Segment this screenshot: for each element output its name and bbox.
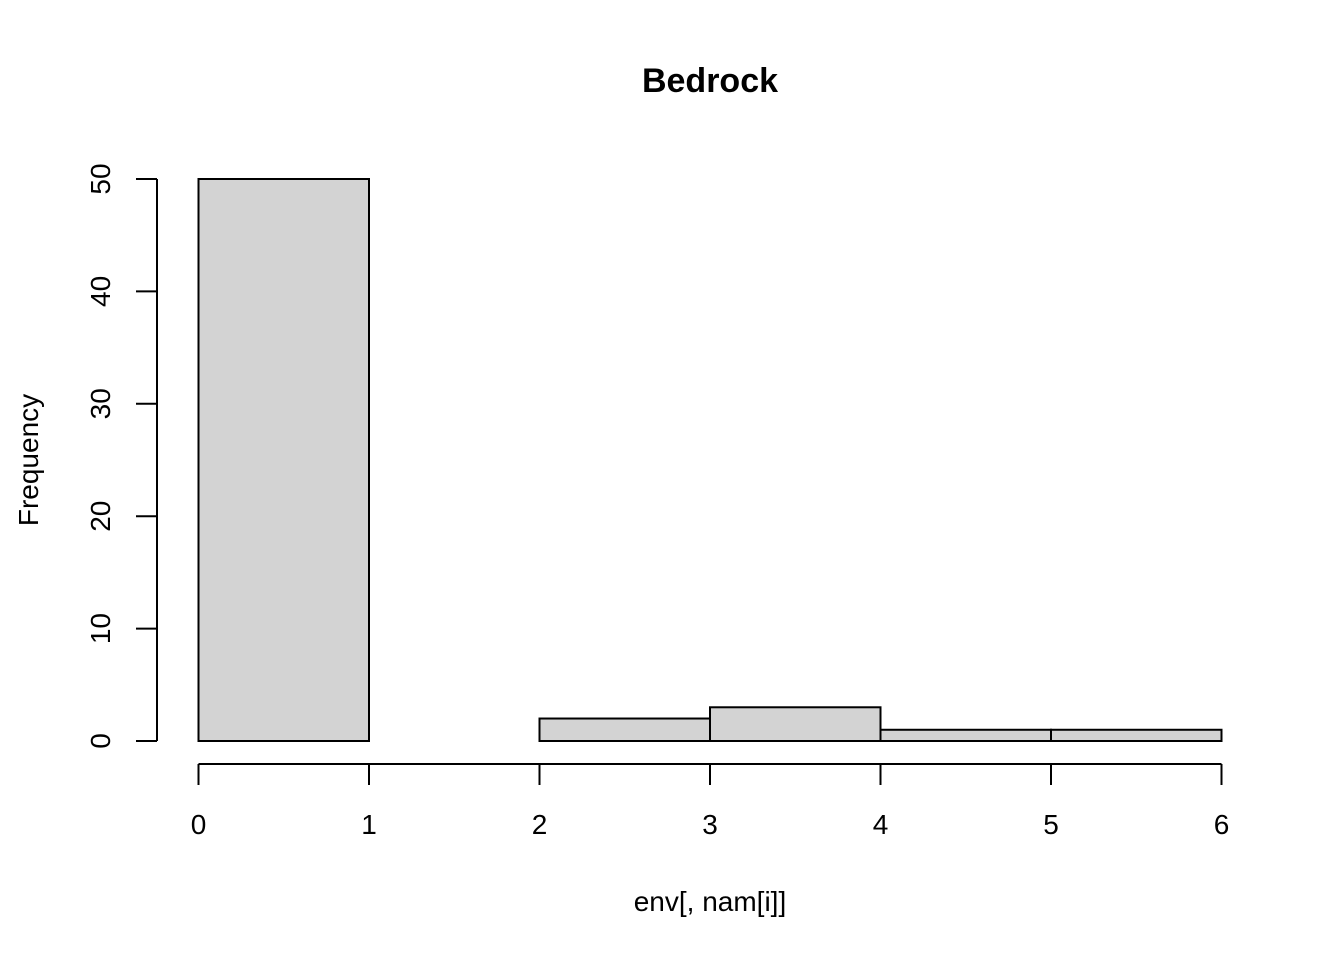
bars-group bbox=[197, 178, 1223, 743]
chart-title: Bedrock bbox=[642, 62, 778, 100]
x-axis: 0 1 2 3 4 5 6 bbox=[191, 763, 1230, 840]
x-tick-label-5: 5 bbox=[1043, 809, 1059, 840]
y-axis-label: Frequency bbox=[13, 394, 44, 526]
y-tick-label-0: 0 bbox=[85, 733, 116, 749]
x-tick-label-3: 3 bbox=[702, 809, 718, 840]
y-tick-label-1: 10 bbox=[85, 613, 116, 644]
y-tick-label-2: 20 bbox=[85, 501, 116, 532]
x-tick-label-2: 2 bbox=[532, 809, 548, 840]
histogram-bar-5 bbox=[1050, 728, 1223, 743]
y-tick-label-3: 30 bbox=[85, 388, 116, 419]
x-tick-label-4: 4 bbox=[873, 809, 889, 840]
x-tick-label-1: 1 bbox=[361, 809, 377, 840]
histogram-bar-0 bbox=[197, 178, 370, 742]
y-tick-label-4: 40 bbox=[85, 276, 116, 307]
x-tick-label-6: 6 bbox=[1214, 809, 1230, 840]
histogram-bar-4 bbox=[879, 728, 1052, 743]
y-axis: 0 10 20 30 40 50 bbox=[85, 163, 158, 749]
histogram-bar-2 bbox=[538, 717, 711, 743]
y-tick-label-5: 50 bbox=[85, 163, 116, 194]
x-tick-label-0: 0 bbox=[191, 809, 207, 840]
histogram-bar-3 bbox=[709, 706, 882, 743]
x-axis-label: env[, nam[i]] bbox=[634, 886, 787, 917]
